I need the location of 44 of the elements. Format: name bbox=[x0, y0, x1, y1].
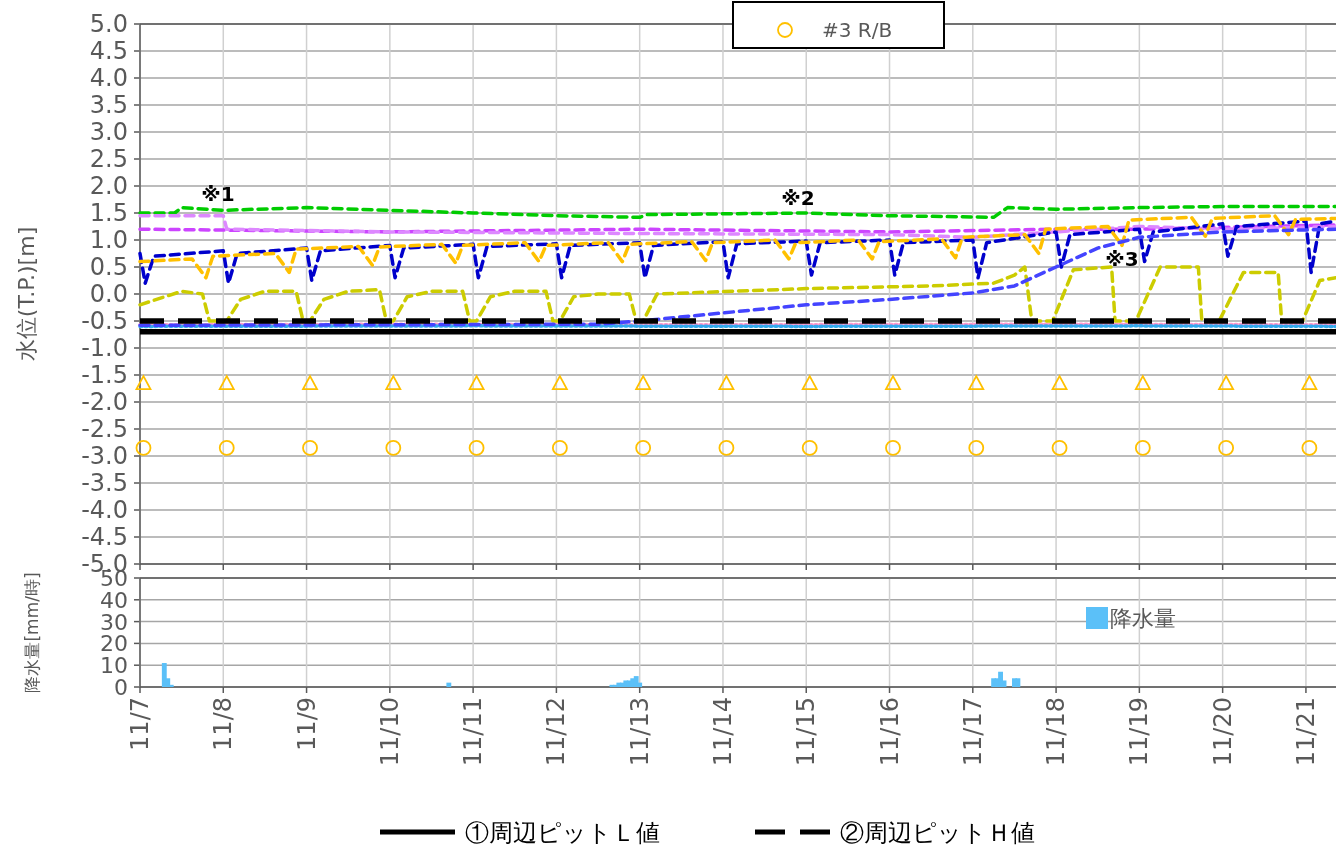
y-tick-label: 0.0 bbox=[89, 280, 128, 308]
y-tick-label: 1.5 bbox=[89, 199, 128, 227]
y-tick-label: -0.5 bbox=[81, 307, 128, 335]
x-tick-label: 11/9 bbox=[292, 697, 321, 751]
legend-label: ①周辺ピットＬ値 bbox=[465, 819, 660, 847]
x-tick-label: 11/13 bbox=[625, 697, 654, 767]
x-tick-label: 11/21 bbox=[1291, 697, 1320, 767]
y-tick-label: -3.5 bbox=[81, 469, 128, 497]
x-tick-label: 11/11 bbox=[459, 697, 488, 767]
annotation: ※1 bbox=[201, 182, 235, 206]
y-tick-label: -4.0 bbox=[81, 496, 128, 524]
y-tick-label: 3.0 bbox=[89, 118, 128, 146]
x-tick-label: 11/17 bbox=[958, 697, 987, 767]
x-tick-label: 11/18 bbox=[1042, 697, 1071, 767]
y-tick-label: 4.5 bbox=[89, 37, 128, 65]
legend-label: #3 R/B bbox=[822, 18, 893, 42]
y-tick-label: 3.5 bbox=[89, 91, 128, 119]
x-tick-label: 11/8 bbox=[209, 697, 238, 751]
y-tick-label: -1.5 bbox=[81, 361, 128, 389]
x-tick-label: 11/12 bbox=[542, 697, 571, 767]
x-tick-label: 11/16 bbox=[875, 697, 904, 767]
legend-label: 降水量 bbox=[1110, 606, 1176, 631]
y-tick-label: -2.5 bbox=[81, 415, 128, 443]
x-tick-label: 11/20 bbox=[1208, 697, 1237, 767]
x-tick-label: 11/10 bbox=[375, 697, 404, 767]
annotation: ※3 bbox=[1105, 247, 1139, 271]
y-axis-title: 降水量[mm/時] bbox=[22, 572, 42, 693]
y-tick-label: 4.0 bbox=[89, 64, 128, 92]
y-tick-label: -1.0 bbox=[81, 334, 128, 362]
y-tick-label: -4.5 bbox=[81, 523, 128, 551]
x-tick-label: 11/7 bbox=[126, 697, 154, 751]
legend-label: ②周辺ピットＨ値 bbox=[840, 819, 1035, 847]
y-tick-label: 0.5 bbox=[89, 253, 128, 281]
y-tick-label: -2.0 bbox=[81, 388, 128, 416]
x-tick-label: 11/14 bbox=[708, 697, 737, 767]
y-tick-label: -3.0 bbox=[81, 442, 128, 470]
y-tick-label: 2.5 bbox=[89, 145, 128, 173]
x-tick-label: 11/19 bbox=[1125, 697, 1154, 767]
y-tick-label: 2.0 bbox=[89, 172, 128, 200]
x-tick-label: 11/15 bbox=[792, 697, 821, 767]
y-axis-title: 水位(T.P.)[m] bbox=[14, 226, 39, 362]
y-tick-label: 1.0 bbox=[89, 226, 128, 254]
y-tick-label: 5.0 bbox=[89, 10, 128, 38]
annotation: ※2 bbox=[781, 186, 815, 210]
